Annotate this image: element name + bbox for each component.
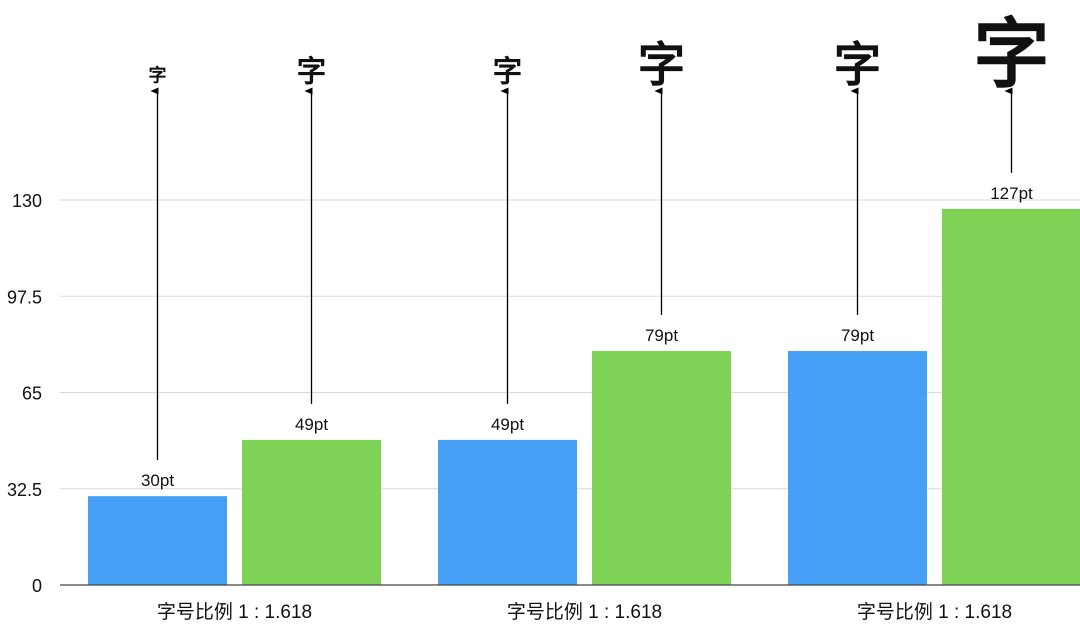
annotation-glyph: 字 [834,39,881,92]
data-label: 49pt [491,415,524,434]
x-category-label: 字号比例 1 : 1.618 [857,601,1012,623]
annotation-glyph: 字 [493,54,522,88]
data-label: 127pt [990,184,1033,203]
bar [88,496,227,585]
y-tick-label: 65 [22,384,42,404]
annotation-glyph: 字 [973,12,1049,97]
bar [592,351,731,585]
data-label: 79pt [645,326,678,345]
bar [788,351,927,585]
bar [438,439,577,585]
x-category-label: 字号比例 1 : 1.618 [507,601,662,623]
y-tick-label: 32.5 [7,480,42,500]
data-label: 49pt [295,415,328,434]
y-tick-label: 97.5 [7,287,42,307]
bar [942,208,1080,585]
y-tick-label: 0 [32,576,42,596]
annotation-glyph: 字 [638,39,685,92]
data-label: 79pt [841,326,874,345]
annotation-glyph: 字 [297,54,326,88]
x-category-label: 字号比例 1 : 1.618 [157,601,312,623]
data-label: 30pt [141,471,174,490]
annotation-glyph: 字 [149,65,167,86]
bar [242,439,381,585]
y-tick-label: 130 [12,191,42,211]
